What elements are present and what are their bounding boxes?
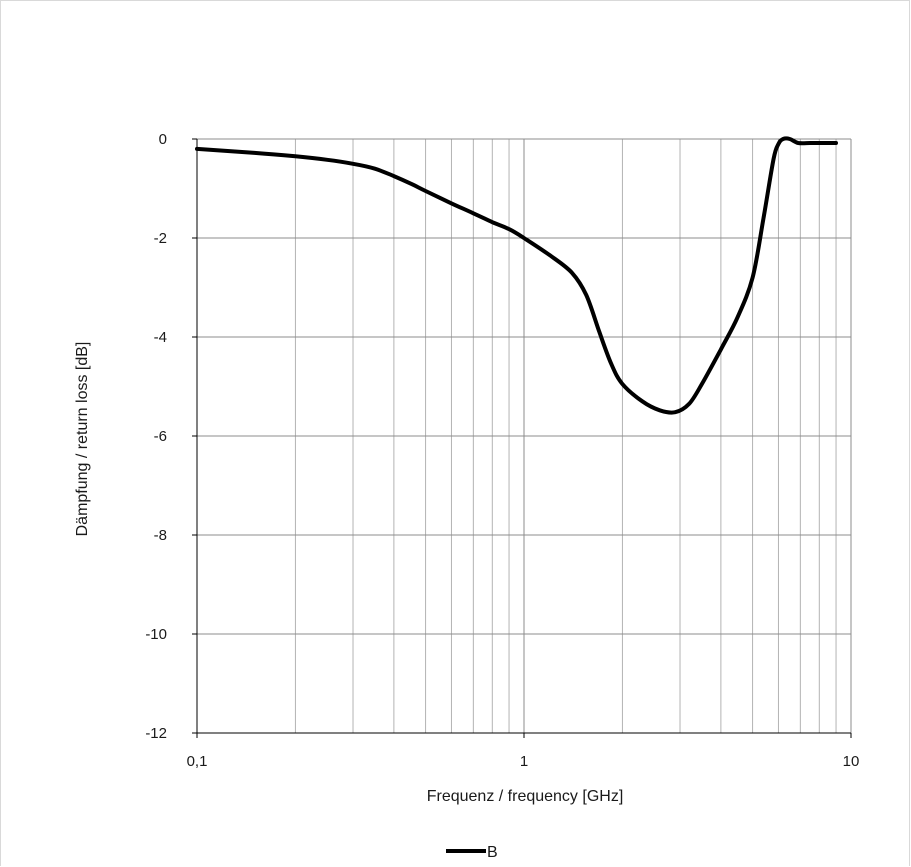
series-group bbox=[195, 136, 838, 415]
y-tick-label: -10 bbox=[145, 626, 167, 643]
y-tick-label: 0 bbox=[159, 131, 167, 148]
x-tick-label: 1 bbox=[520, 753, 528, 770]
y-tick-labels: 0 -2 -4 -6 -8 -10 -12 bbox=[145, 131, 167, 742]
x-tick-labels: 0,1 1 10 bbox=[187, 753, 860, 770]
y-tick-label: -8 bbox=[154, 527, 167, 544]
x-axis-title: Frequenz / frequency [GHz] bbox=[427, 788, 624, 805]
y-tick-label: -2 bbox=[154, 230, 167, 247]
axes bbox=[192, 138, 852, 738]
y-tick-label: -12 bbox=[145, 725, 167, 742]
legend-label-b: B bbox=[487, 844, 498, 861]
y-tick-label: -6 bbox=[154, 428, 167, 445]
series-line-b bbox=[195, 136, 838, 415]
legend: B bbox=[446, 844, 498, 861]
x-tick-label: 0,1 bbox=[187, 753, 208, 770]
y-axis-title: Dämpfung / return loss [dB] bbox=[74, 342, 91, 537]
x-tick-label: 10 bbox=[843, 753, 860, 770]
y-tick-label: -4 bbox=[154, 329, 167, 346]
